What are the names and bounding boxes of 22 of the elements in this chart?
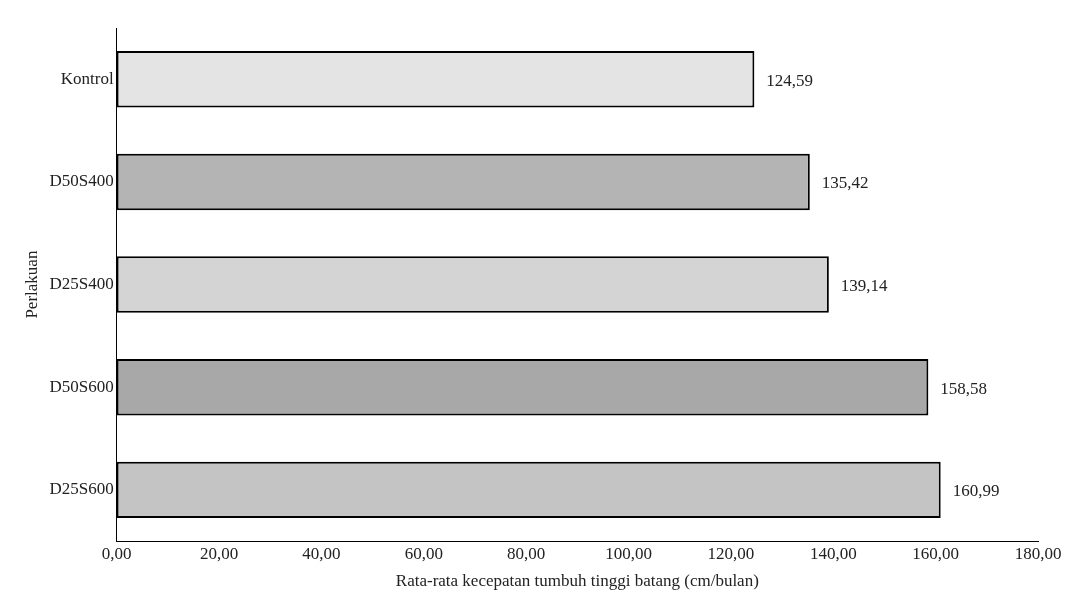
x-tick-label: 80,00: [507, 543, 546, 563]
x-tick-label: 20,00: [199, 543, 239, 563]
x-tick-label: 140,00: [809, 543, 857, 563]
x-tick-label: 0,00: [101, 543, 132, 563]
data-label: 124,59: [766, 70, 814, 90]
data-label: 160,99: [952, 481, 1000, 501]
data-label: 135,42: [821, 173, 869, 193]
y-tick-label: Kontrol: [60, 68, 114, 88]
y-tick-label: D25S400: [49, 274, 114, 294]
y-tick-label: D50S400: [49, 171, 114, 191]
x-tick-label: 100,00: [605, 543, 652, 563]
x-tick-label: 120,00: [707, 543, 755, 563]
data-label: 158,58: [940, 378, 988, 398]
y-tick-label: D25S600: [49, 479, 114, 499]
x-axis-title: Rata-rata kecepatan tumbuh tinggi batang (cm/bulan): [395, 571, 759, 591]
x-tick-label: 60,00: [404, 543, 443, 563]
y-axis-title: Perlakuan: [21, 250, 41, 319]
x-tick-label: 40,00: [302, 543, 341, 563]
x-tick-label: 180,00: [1014, 543, 1062, 563]
data-label: 139,14: [840, 276, 889, 296]
y-tick-label: D50S600: [49, 376, 114, 396]
x-tick-label: 160,00: [912, 543, 959, 563]
